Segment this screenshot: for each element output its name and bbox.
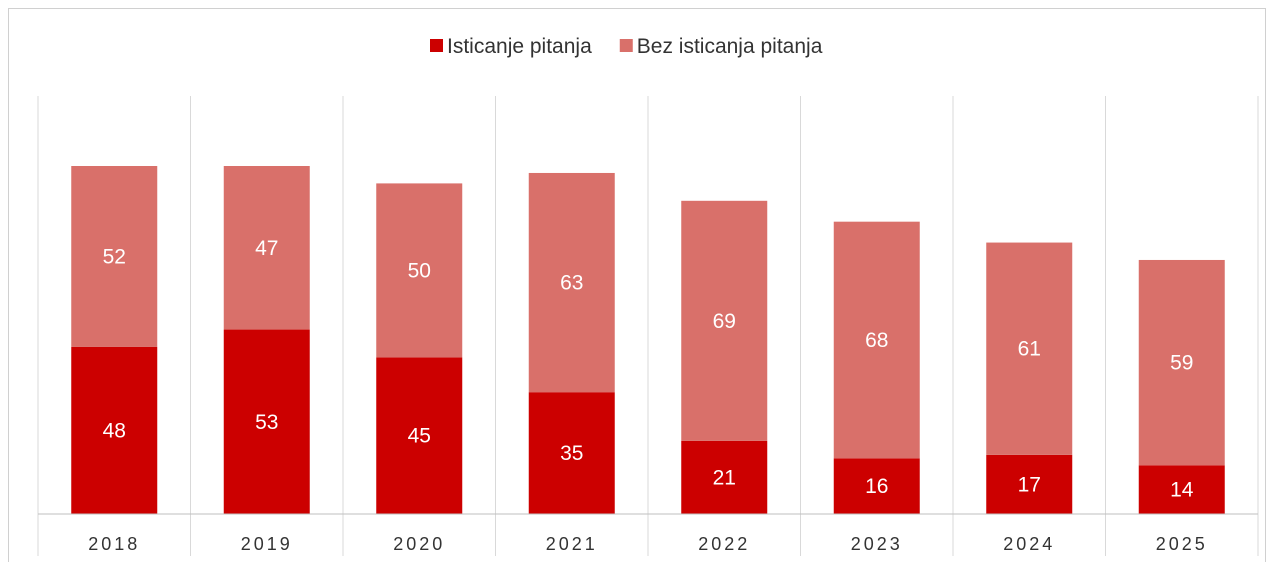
data-label: 69 bbox=[713, 310, 736, 333]
bar-bez-isticanja-2023 bbox=[833, 221, 920, 459]
bar-isticanje-2021 bbox=[528, 392, 615, 514]
bar-isticanje-2022 bbox=[681, 440, 768, 514]
x-tick-label: 2023 bbox=[851, 534, 903, 554]
data-label: 61 bbox=[1018, 338, 1041, 361]
bar-bez-isticanja-2019 bbox=[223, 166, 310, 330]
data-label: 17 bbox=[1018, 473, 1041, 496]
bar-isticanje-2019 bbox=[223, 329, 310, 514]
data-label: 63 bbox=[560, 272, 583, 295]
data-labels-group: 48 52 53 47 45 50 35 63 21 69 16 68 17 61 14 59 bbox=[103, 237, 1194, 502]
legend-swatch bbox=[430, 39, 443, 52]
bar-bez-isticanja-2025 bbox=[1138, 259, 1225, 466]
bar-bez-isticanja-2022 bbox=[681, 200, 768, 441]
chart-frame bbox=[8, 8, 1266, 562]
legend-label: Isticanje pitanja bbox=[447, 35, 592, 58]
bar-bez-isticanja-2024 bbox=[986, 242, 1073, 455]
x-tick-label: 2018 bbox=[88, 534, 140, 554]
bar-isticanje-2025 bbox=[1138, 465, 1225, 514]
data-label: 14 bbox=[1170, 479, 1194, 502]
bar-isticanje-2024 bbox=[986, 454, 1073, 514]
x-tick-label: 2025 bbox=[1156, 534, 1208, 554]
legend-swatch bbox=[619, 39, 633, 52]
bars-group bbox=[71, 166, 1225, 514]
legend: Isticanje pitanja Bez isticanja pitanja bbox=[430, 35, 823, 58]
data-label: 68 bbox=[865, 329, 888, 352]
data-label: 35 bbox=[560, 442, 583, 465]
x-tick-labels: 2018 2019 2020 2021 2022 2023 2024 2025 bbox=[88, 534, 1208, 554]
data-label: 53 bbox=[255, 411, 278, 434]
x-tick-label: 2019 bbox=[241, 534, 293, 554]
data-label: 16 bbox=[865, 475, 888, 498]
data-label: 21 bbox=[713, 466, 736, 489]
data-label: 45 bbox=[408, 425, 431, 448]
data-label: 50 bbox=[408, 259, 431, 282]
bar-bez-isticanja-2020 bbox=[376, 183, 463, 358]
bar-isticanje-2020 bbox=[376, 357, 463, 514]
data-label: 47 bbox=[255, 237, 278, 260]
bar-bez-isticanja-2018 bbox=[71, 166, 158, 347]
legend-label: Bez isticanja pitanja bbox=[637, 35, 823, 58]
data-label: 59 bbox=[1170, 352, 1193, 375]
bar-bez-isticanja-2021 bbox=[528, 172, 615, 393]
bar-isticanje-2023 bbox=[833, 458, 920, 514]
data-label: 48 bbox=[103, 419, 126, 442]
x-tick-label: 2021 bbox=[546, 534, 598, 554]
bar-isticanje-2018 bbox=[71, 346, 158, 514]
category-separators bbox=[37, 96, 1259, 556]
x-tick-label: 2022 bbox=[698, 534, 750, 554]
x-tick-label: 2024 bbox=[1003, 534, 1055, 554]
data-label: 52 bbox=[103, 245, 126, 268]
x-tick-label: 2020 bbox=[393, 534, 445, 554]
